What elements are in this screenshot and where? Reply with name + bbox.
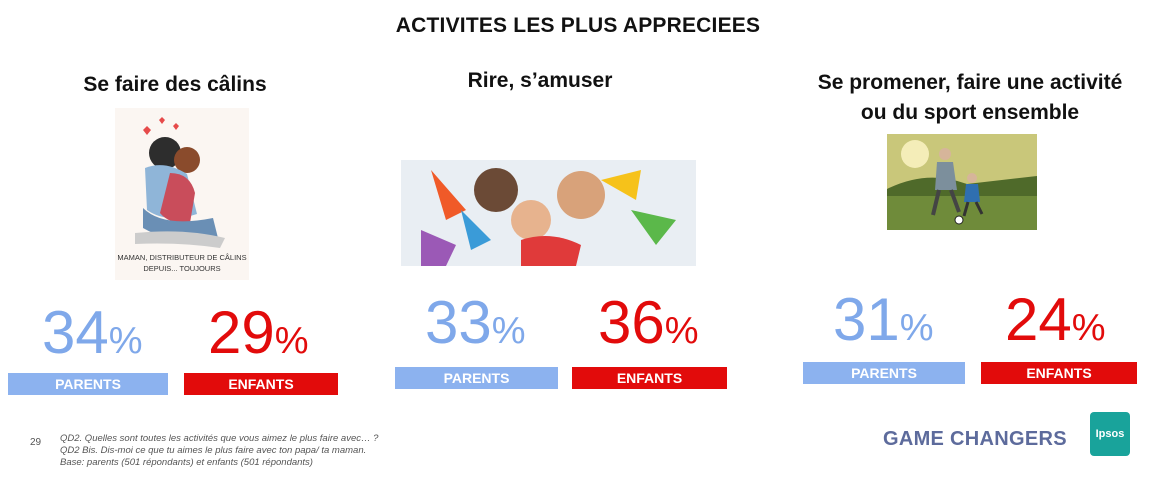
- cuddles-illustration: MAMAN, DISTRIBUTEUR DE CÂLINS DEPUIS... …: [115, 108, 249, 280]
- caption-line: DEPUIS... TOUJOURS: [143, 264, 220, 273]
- activity-heading-laugh: Rire, s’amuser: [390, 66, 690, 96]
- percent-sign: %: [899, 307, 934, 349]
- heading-line: Rire, s’amuser: [467, 69, 613, 92]
- caption-line: MAMAN, DISTRIBUTEUR DE CÂLINS: [117, 253, 246, 262]
- parents-label-bar: PARENTS: [803, 362, 965, 384]
- parents-percentage-walk-sport: 31%: [833, 290, 934, 358]
- survey-notes: QD2. Quelles sont toutes les activités q…: [60, 433, 378, 469]
- value: 33: [425, 289, 492, 356]
- children-laughing-photo: [401, 160, 696, 266]
- heading-line: Se promener, faire une activité: [817, 71, 1123, 94]
- enfants-percentage-cuddles: 29%: [208, 303, 309, 371]
- parents-label-bar: PARENTS: [8, 373, 168, 395]
- value: 24: [1005, 286, 1072, 353]
- percent-sign: %: [664, 310, 699, 352]
- parents-label-bar: PARENTS: [395, 367, 558, 389]
- heading-line: ou du sport ensemble: [860, 101, 1080, 124]
- page-number: 29: [30, 437, 42, 448]
- page-title: ACTIVITES LES PLUS APPRECIEES: [395, 14, 761, 37]
- brand-tagline: GAME CHANGERS: [883, 428, 1067, 450]
- note-line: Base: parents (501 répondants) et enfant…: [60, 457, 313, 468]
- note-line: QD2 Bis. Dis-moi ce que tu aimes le plus…: [60, 445, 367, 456]
- enfants-label-bar: ENFANTS: [981, 362, 1137, 384]
- heading-line: Se faire des câlins: [83, 73, 267, 96]
- activity-heading-cuddles: Se faire des câlins: [20, 70, 330, 100]
- ipsos-logo: Ipsos: [1090, 412, 1130, 456]
- enfants-percentage-laugh: 36%: [598, 293, 699, 361]
- value: 29: [208, 299, 275, 366]
- percent-sign: %: [1071, 307, 1106, 349]
- note-line: QD2. Quelles sont toutes les activités q…: [60, 433, 379, 444]
- father-son-football-photo: [887, 134, 1037, 230]
- value: 34: [42, 299, 109, 366]
- enfants-percentage-walk-sport: 24%: [1005, 290, 1106, 358]
- parents-percentage-cuddles: 34%: [42, 303, 143, 371]
- percent-sign: %: [108, 320, 143, 362]
- activity-heading-walk-sport: Se promener, faire une activité ou du sp…: [790, 68, 1150, 128]
- percent-sign: %: [274, 320, 309, 362]
- enfants-label-bar: ENFANTS: [572, 367, 727, 389]
- value: 31: [833, 286, 900, 353]
- value: 36: [598, 289, 665, 356]
- parents-percentage-laugh: 33%: [425, 293, 526, 361]
- enfants-label-bar: ENFANTS: [184, 373, 338, 395]
- percent-sign: %: [491, 310, 526, 352]
